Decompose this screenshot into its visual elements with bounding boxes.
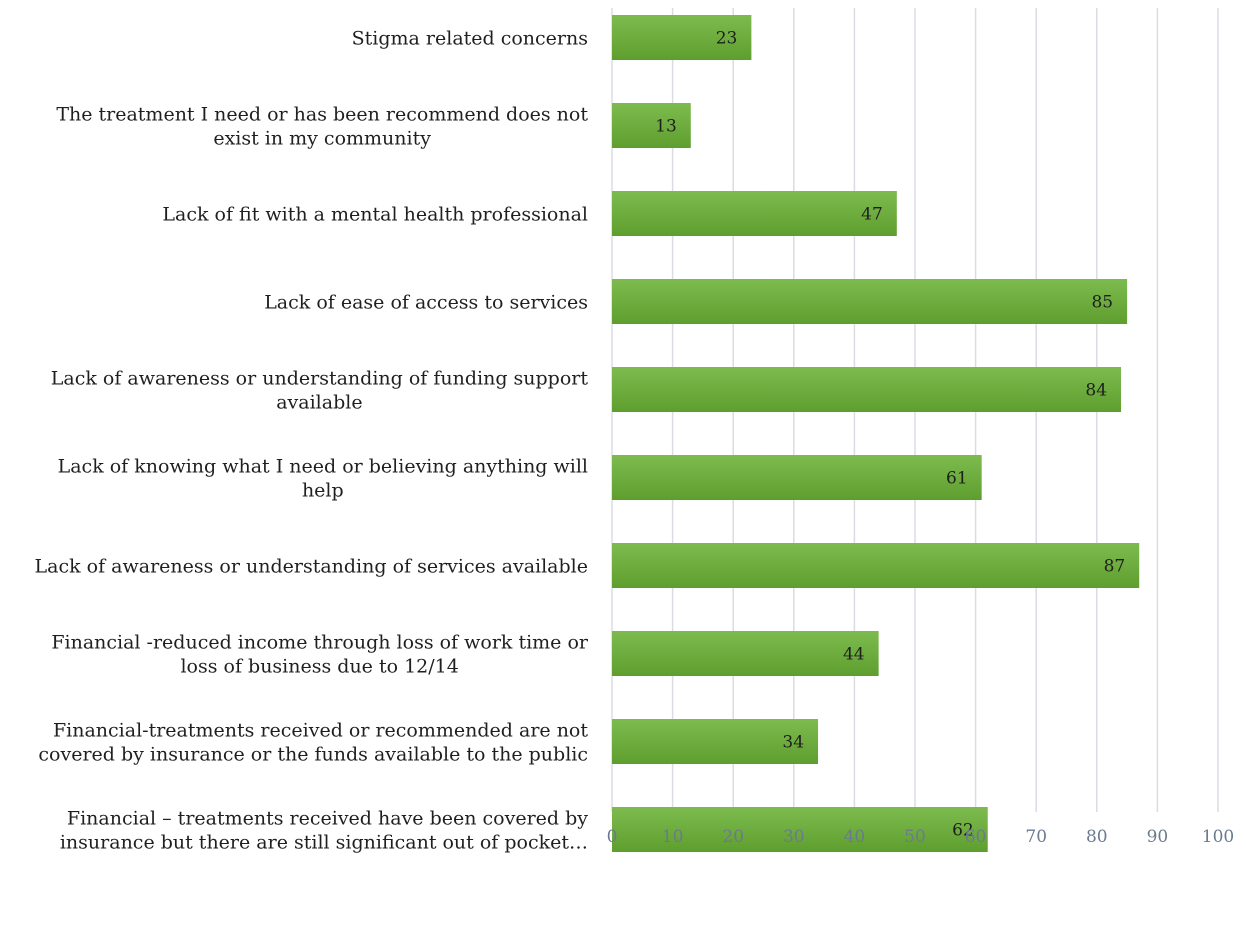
category-label-line: help [302,480,344,502]
category-label: The treatment I need or has been recomme… [56,104,588,150]
category-label-line: insurance but there are still significan… [60,832,588,854]
bar [612,103,691,148]
category-label-line: Financial -reduced income through loss o… [51,632,589,654]
category-label-line: Financial-treatments received or recomme… [53,720,588,742]
category-label: Financial – treatments received have bee… [60,808,588,854]
category-label-line: available [276,392,362,414]
category-label-line: Lack of ease of access to services [264,292,588,314]
x-tick-label: 50 [904,827,926,847]
bar-value-label: 84 [1085,381,1107,401]
bar-value-label: 23 [716,29,738,49]
category-label-line: The treatment I need or has been recomme… [56,104,588,126]
category-label-line: Stigma related concerns [352,28,588,50]
x-tick-label: 10 [662,827,684,847]
category-label: Financial-treatments received or recomme… [38,720,588,766]
x-tick-label: 0 [607,827,618,847]
bar-value-label: 62 [952,821,974,841]
bar [612,279,1128,324]
x-axis-tick-labels: 0 10 20 30 40 50 60 70 80 90 100 [607,827,1235,847]
bar-value-label: 85 [1091,293,1113,313]
bar [612,807,988,852]
bar-value-label: 13 [655,117,677,137]
x-tick-label: 60 [965,827,987,847]
category-labels: Stigma related concerns The treatment I n… [35,28,589,854]
x-tick-label: 100 [1202,827,1234,847]
x-tick-label: 70 [1025,827,1047,847]
category-label: Lack of knowing what I need or believing… [58,456,588,502]
x-tick-label: 40 [844,827,866,847]
bar [612,191,897,236]
category-label-line: covered by insurance or the funds availa… [38,744,588,766]
category-label-line: Lack of awareness or understanding of se… [35,556,589,578]
bar-value-label: 47 [861,205,883,225]
bar [612,455,982,500]
bar-value-label: 34 [782,733,804,753]
category-label: Lack of awareness or understanding of se… [35,556,589,578]
data-labels: 23 13 47 85 84 61 87 44 34 62 [655,29,1125,841]
category-label-line: Financial – treatments received have bee… [67,808,588,830]
bar [612,543,1140,588]
x-tick-label: 30 [783,827,805,847]
category-label: Lack of awareness or understanding of fu… [51,368,589,414]
category-label-line: loss of business due to 12/14 [180,656,458,678]
bar-value-label: 61 [946,469,968,489]
x-tick-label: 90 [1147,827,1169,847]
bar [612,631,879,676]
bar [612,367,1122,412]
category-label-line: Lack of fit with a mental health profess… [162,204,588,226]
bar-value-label: 87 [1104,557,1126,577]
category-label: Lack of ease of access to services [264,292,588,314]
category-label: Financial -reduced income through loss o… [51,632,589,678]
bars [612,15,1140,852]
category-label-line: exist in my community [213,128,431,150]
category-label: Lack of fit with a mental health profess… [162,204,588,226]
category-label-line: Lack of knowing what I need or believing… [58,456,588,478]
category-label-line: Lack of awareness or understanding of fu… [51,368,589,390]
x-tick-label: 20 [722,827,744,847]
x-tick-label: 80 [1086,827,1108,847]
bar [612,719,819,764]
bar-value-label: 44 [843,645,865,665]
bar [612,15,752,60]
category-label: Stigma related concerns [352,28,588,50]
